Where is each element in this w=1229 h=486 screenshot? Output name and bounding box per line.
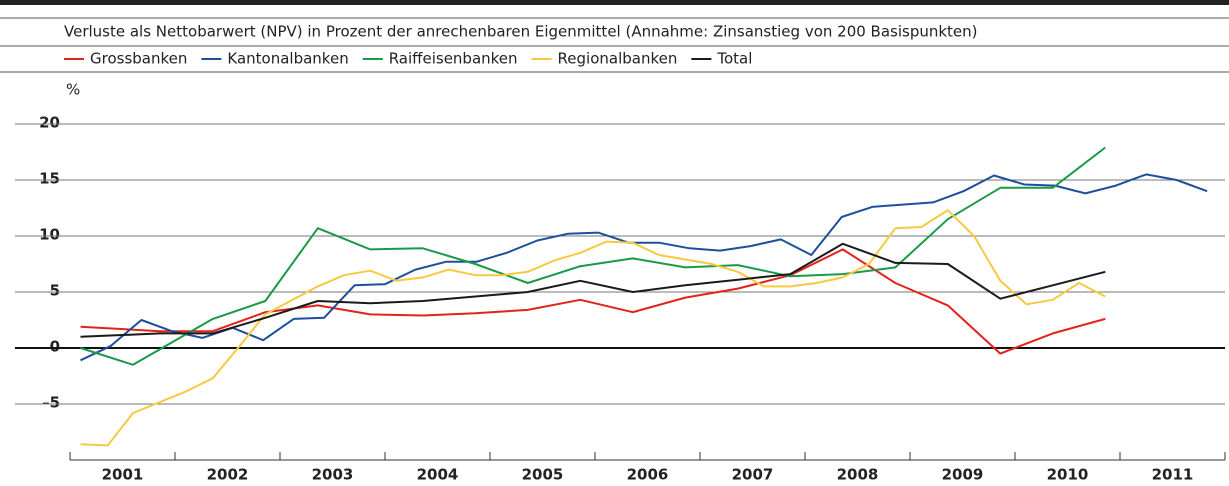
series-line <box>80 173 1208 362</box>
y-tick-label: 0 <box>50 338 60 356</box>
x-tick-label: 2008 <box>837 466 879 484</box>
y-tick-label: 20 <box>39 114 60 132</box>
x-tick-label: 2011 <box>1152 466 1194 484</box>
x-tick-label: 2003 <box>312 466 354 484</box>
series-line <box>80 209 1106 447</box>
x-tick-label: 2005 <box>522 466 564 484</box>
x-tick-label: 2006 <box>627 466 669 484</box>
y-tick-label: 10 <box>39 226 60 244</box>
top-bar <box>0 0 1229 5</box>
x-tick-label: 2004 <box>417 466 459 484</box>
series-line <box>80 242 1106 338</box>
series-line <box>80 248 1106 355</box>
x-tick-label: 2010 <box>1047 466 1089 484</box>
y-tick-label: –5 <box>42 394 60 412</box>
x-tick-label: 2002 <box>207 466 249 484</box>
legend: Grossbanken Kantonalbanken Raiffeisenbanke… <box>64 50 752 68</box>
y-axis-label: % <box>66 81 80 99</box>
series-line <box>80 146 1106 366</box>
legend-label: Total <box>716 50 752 68</box>
chart-subtitle: Verluste als Nettobarwert (NPV) in Proze… <box>64 23 978 41</box>
y-tick-label: 15 <box>39 170 60 188</box>
x-tick-label: 2001 <box>102 466 144 484</box>
y-tick-label: 5 <box>50 282 60 300</box>
legend-label: Grossbanken <box>90 50 187 68</box>
x-tick-label: 2009 <box>942 466 984 484</box>
legend-label: Raiffeisenbanken <box>389 50 518 68</box>
legend-label: Regionalbanken <box>558 50 678 68</box>
legend-label: Kantonalbanken <box>227 50 348 68</box>
x-tick-label: 2007 <box>732 466 774 484</box>
